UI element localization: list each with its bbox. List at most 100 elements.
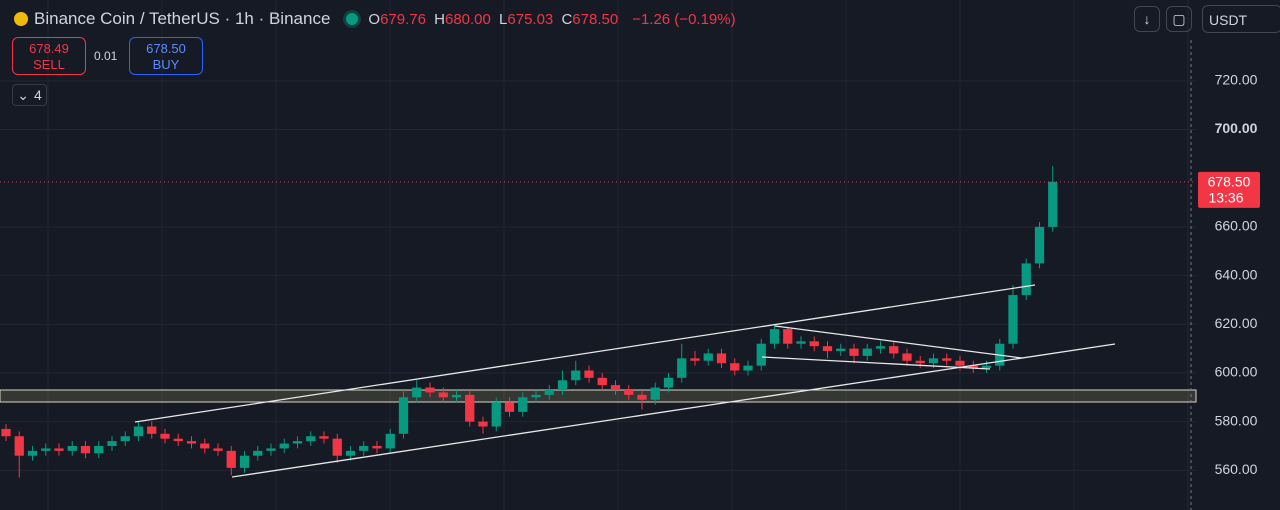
y-tick-label: 660.00 [1215, 218, 1258, 234]
trend-line[interactable] [774, 325, 1023, 359]
buy-price: 678.50 [146, 41, 186, 56]
candle-body [67, 445, 77, 451]
candle-body [955, 360, 965, 366]
candle-body [862, 348, 872, 356]
ohlc-key: C [561, 10, 573, 28]
candle-body [465, 394, 475, 422]
candle-body [319, 436, 329, 439]
last-price-tag [1198, 171, 1260, 208]
sell-button[interactable]: 678.49 SELL [12, 37, 86, 75]
candle-body [306, 436, 316, 442]
candle-body [836, 348, 846, 352]
candle-body [716, 353, 727, 364]
quantity[interactable]: 0.01 [94, 49, 118, 63]
candle-body [783, 329, 793, 344]
indicator-count: 4 [33, 87, 42, 103]
candle-body [160, 433, 170, 439]
candle-body [1, 428, 11, 437]
candle-body [41, 448, 51, 451]
candle-body [412, 387, 422, 398]
trend-line[interactable] [761, 356, 991, 370]
y-tick-label: 620.00 [1215, 315, 1258, 331]
candle-body [80, 445, 91, 454]
candle-body [557, 380, 568, 390]
ohlc-value: 680.00 [444, 10, 491, 28]
candle-body [451, 394, 462, 398]
currency-select[interactable]: USDT [1202, 5, 1280, 33]
candle-body [425, 387, 435, 393]
y-tick-label: 700.00 [1215, 120, 1258, 136]
sell-label: SELL [33, 57, 65, 72]
buy-button[interactable]: 678.50 BUY [129, 37, 203, 75]
download-button[interactable]: ↓ [1134, 6, 1160, 32]
ohlc: O679.76 H680.00 L675.03 C678.50 [368, 11, 622, 28]
candle-body [1008, 295, 1018, 344]
coin-icon [14, 12, 28, 26]
candle-body [253, 450, 263, 456]
candle-body [968, 365, 978, 369]
candle-body [120, 436, 130, 442]
candle-body [730, 363, 740, 371]
y-tick-label: 560.00 [1215, 461, 1258, 477]
candle-body [133, 426, 144, 437]
ohlc-value: 675.03 [507, 10, 554, 28]
symbol-header: Binance Coin / TetherUS · 1h · Binance O… [14, 8, 736, 30]
buy-label: BUY [152, 57, 180, 72]
candle-body [915, 360, 925, 364]
candle-body [147, 426, 157, 434]
candle-body [398, 397, 409, 434]
y-tick-label: 580.00 [1215, 412, 1258, 428]
candle-body [266, 448, 276, 451]
candle-body [292, 441, 303, 444]
candle-body [637, 394, 647, 400]
candle-body [743, 365, 753, 371]
candle-body [809, 341, 819, 347]
candle-body [902, 353, 912, 361]
sell-price: 678.49 [29, 41, 69, 56]
symbol-title[interactable]: Binance Coin / TetherUS · 1h · Binance [34, 9, 331, 28]
candle-body [1021, 263, 1031, 296]
candle-body [226, 450, 236, 468]
candle-body [822, 346, 833, 352]
y-tick-label: 720.00 [1215, 72, 1258, 88]
candle-body [544, 389, 554, 395]
candle-body [478, 421, 488, 427]
candle-body [942, 358, 952, 361]
trend-line[interactable] [231, 343, 1116, 478]
candle-body [438, 392, 448, 398]
candle-body [663, 377, 674, 388]
support-zone[interactable] [0, 389, 1197, 403]
candle-body [597, 377, 607, 386]
ohlc-key: L [499, 10, 508, 28]
candle-body [345, 450, 356, 456]
candle-body [200, 443, 210, 449]
candle-body [981, 365, 992, 369]
candle-body [491, 402, 501, 427]
candle-body [332, 438, 342, 456]
candle-body [14, 436, 24, 456]
candle-body [1034, 226, 1045, 264]
candle-body [584, 370, 594, 378]
candle-body [518, 397, 528, 412]
trend-line[interactable] [134, 284, 1036, 423]
indicators-toggle[interactable]: ⌄ 4 [12, 84, 47, 106]
candle-body [27, 450, 38, 456]
market-status [346, 13, 359, 25]
candle-body [796, 341, 806, 344]
candle-body [94, 445, 104, 454]
candle-body [186, 441, 197, 444]
candle-body [504, 402, 515, 412]
candle-body [610, 385, 621, 390]
candle-body [1048, 181, 1058, 227]
candle-body [279, 443, 289, 449]
y-tick-label: 640.00 [1215, 266, 1258, 282]
fullscreen-button[interactable]: ▢ [1166, 6, 1192, 32]
candle-body [571, 370, 581, 381]
candle-body [239, 455, 250, 468]
drawings [134, 284, 1116, 478]
countdown-label: 13:36 [1208, 190, 1243, 206]
candle-body [213, 448, 223, 451]
candle-body [54, 448, 64, 451]
candle-body [690, 358, 700, 361]
